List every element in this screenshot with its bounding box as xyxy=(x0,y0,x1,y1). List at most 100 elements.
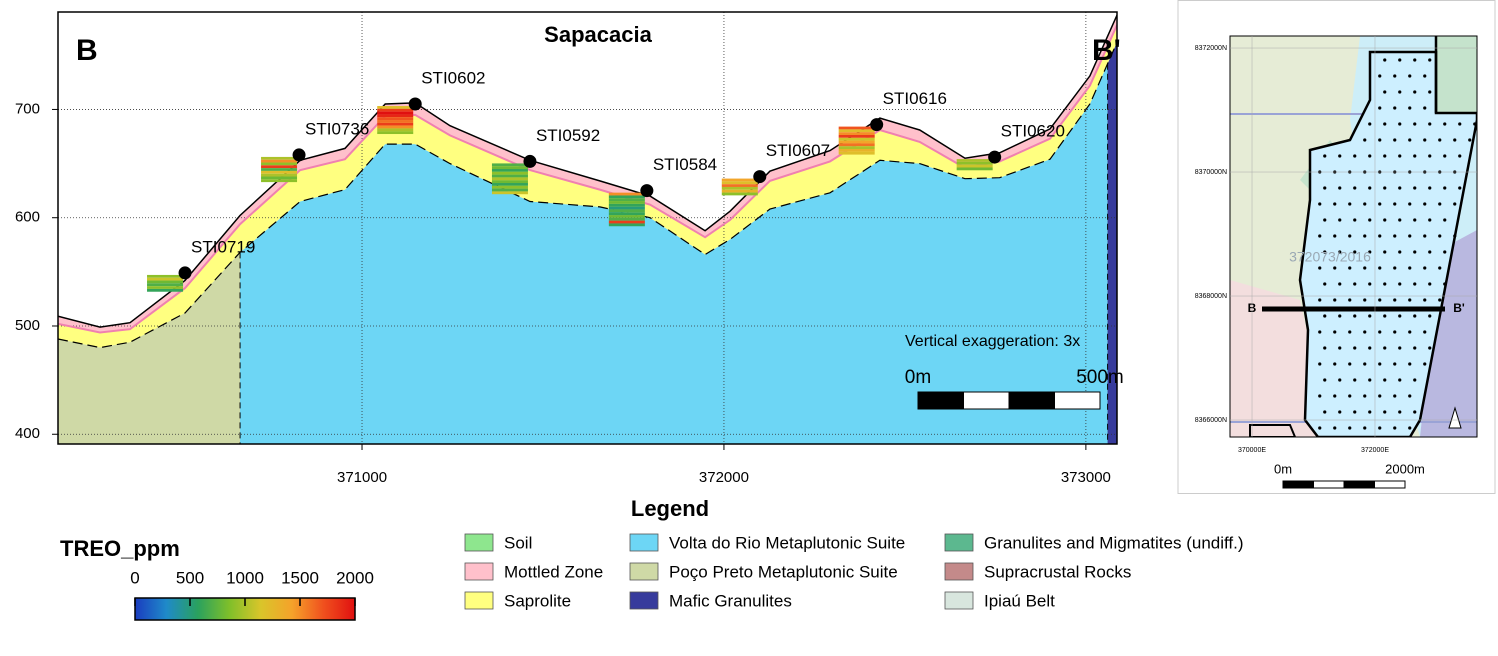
treo-interval xyxy=(838,129,875,133)
tenement-label: 372073/2016 xyxy=(1289,249,1371,265)
treo-interval xyxy=(838,146,875,150)
treo-interval xyxy=(377,114,414,118)
legend-label: Soil xyxy=(504,533,532,552)
inset-scale-label: 0m xyxy=(1274,461,1292,476)
treo-interval xyxy=(608,198,645,202)
treo-interval xyxy=(608,217,645,221)
treo-interval xyxy=(491,177,528,181)
hole-label: STI0616 xyxy=(883,89,947,108)
y-tick-label: 600 xyxy=(15,209,40,226)
treo-interval xyxy=(377,122,414,126)
treo-interval xyxy=(261,173,298,177)
treo-interval xyxy=(147,277,184,281)
hole-label: STI0592 xyxy=(536,126,600,145)
treo-interval xyxy=(491,166,528,170)
drill-collar xyxy=(870,118,884,132)
x-tick-label: 371000 xyxy=(337,469,387,486)
legend-swatch xyxy=(464,591,494,610)
treo-interval xyxy=(608,206,645,210)
inset-x-tick-label: 372000E xyxy=(1361,447,1389,454)
inset-section-label: B' xyxy=(1453,301,1465,315)
treo-interval xyxy=(838,132,875,136)
legend-label: Mafic Granulites xyxy=(669,591,792,610)
surface-line xyxy=(58,14,1117,328)
treo-interval xyxy=(956,167,993,171)
note: Vertical exaggeration: 3x xyxy=(905,333,1080,350)
hole-label: STI0719 xyxy=(191,237,255,256)
treo-interval xyxy=(377,117,414,121)
treo-interval xyxy=(261,159,298,163)
treo-interval xyxy=(838,135,875,138)
treo-interval xyxy=(608,220,645,224)
chart-title: Sapacacia xyxy=(544,22,652,47)
x-tick-label: 372000 xyxy=(699,469,749,486)
legend-label: Mottled Zone xyxy=(504,562,603,581)
colorbar-tick-label: 1500 xyxy=(281,568,319,587)
hole-label: STI0620 xyxy=(1001,122,1065,141)
treo-interval xyxy=(838,143,875,147)
hole-label: STI0584 xyxy=(653,155,717,174)
legend-label: Volta do Rio Metaplutonic Suite xyxy=(669,533,905,552)
treo-interval xyxy=(608,201,645,204)
treo-interval xyxy=(838,140,875,144)
legend-label: Poço Preto Metaplutonic Suite xyxy=(669,562,898,581)
treo-interval xyxy=(608,192,645,196)
treo-interval xyxy=(491,191,528,195)
treo-interval xyxy=(261,170,298,174)
treo-interval xyxy=(377,131,414,135)
inset-y-tick-label: 8366000N xyxy=(1195,417,1227,424)
treo-interval xyxy=(608,215,645,218)
legend-swatch xyxy=(464,562,494,581)
treo-interval xyxy=(261,179,298,183)
treo-interval xyxy=(838,151,875,155)
treo-interval xyxy=(377,120,414,123)
legend-title: Legend xyxy=(631,496,709,521)
treo-interval xyxy=(956,159,993,162)
treo-interval xyxy=(608,203,645,207)
hole-label: STI0607 xyxy=(766,141,830,160)
treo-interval xyxy=(491,174,528,178)
mottled-zone-fill xyxy=(58,15,1117,333)
section-label: B xyxy=(76,34,98,67)
y-tick-label: 700 xyxy=(15,100,40,117)
inset-map-frame xyxy=(1229,35,1478,438)
hole-label: STI0602 xyxy=(421,69,485,88)
treo-interval xyxy=(608,209,645,213)
treo-interval xyxy=(491,169,528,172)
drill-collar xyxy=(753,170,767,184)
section-label: B' xyxy=(1092,34,1121,67)
legend-swatch xyxy=(944,591,974,610)
treo-interval xyxy=(261,168,298,171)
scale-label: 0m xyxy=(905,367,931,388)
treo-interval xyxy=(491,180,528,184)
treo-interval xyxy=(608,212,645,216)
treo-interval xyxy=(721,192,758,196)
treo-interval xyxy=(838,149,875,152)
treo-interval xyxy=(491,163,528,167)
y-tick-label: 400 xyxy=(15,425,40,442)
legend-swatch xyxy=(464,533,494,552)
legend-swatch xyxy=(944,533,974,552)
inset-scale-label: 2000m xyxy=(1385,461,1425,476)
treo-interval xyxy=(147,286,184,289)
treo-interval xyxy=(147,288,184,292)
volta-do-rio-fill xyxy=(58,42,1117,444)
mafic-granulites-fill xyxy=(1107,42,1117,444)
treo-interval xyxy=(261,165,298,169)
treo-interval xyxy=(838,137,875,141)
legend-label: Ipiaú Belt xyxy=(984,591,1055,610)
treo-interval xyxy=(608,195,645,199)
colorbar-tick-label: 1000 xyxy=(226,568,264,587)
treo-interval xyxy=(491,185,528,189)
legend-label: Saprolite xyxy=(504,591,571,610)
treo-interval xyxy=(721,186,758,190)
poco-preto-fill xyxy=(58,252,241,444)
drill-collar xyxy=(408,97,422,111)
treo-interval xyxy=(491,183,528,186)
treo-interval xyxy=(491,171,528,175)
drill-collar xyxy=(640,184,654,198)
treo-interval xyxy=(377,111,414,115)
inset-y-tick-label: 8370000N xyxy=(1195,169,1227,176)
treo-interval xyxy=(608,223,645,227)
